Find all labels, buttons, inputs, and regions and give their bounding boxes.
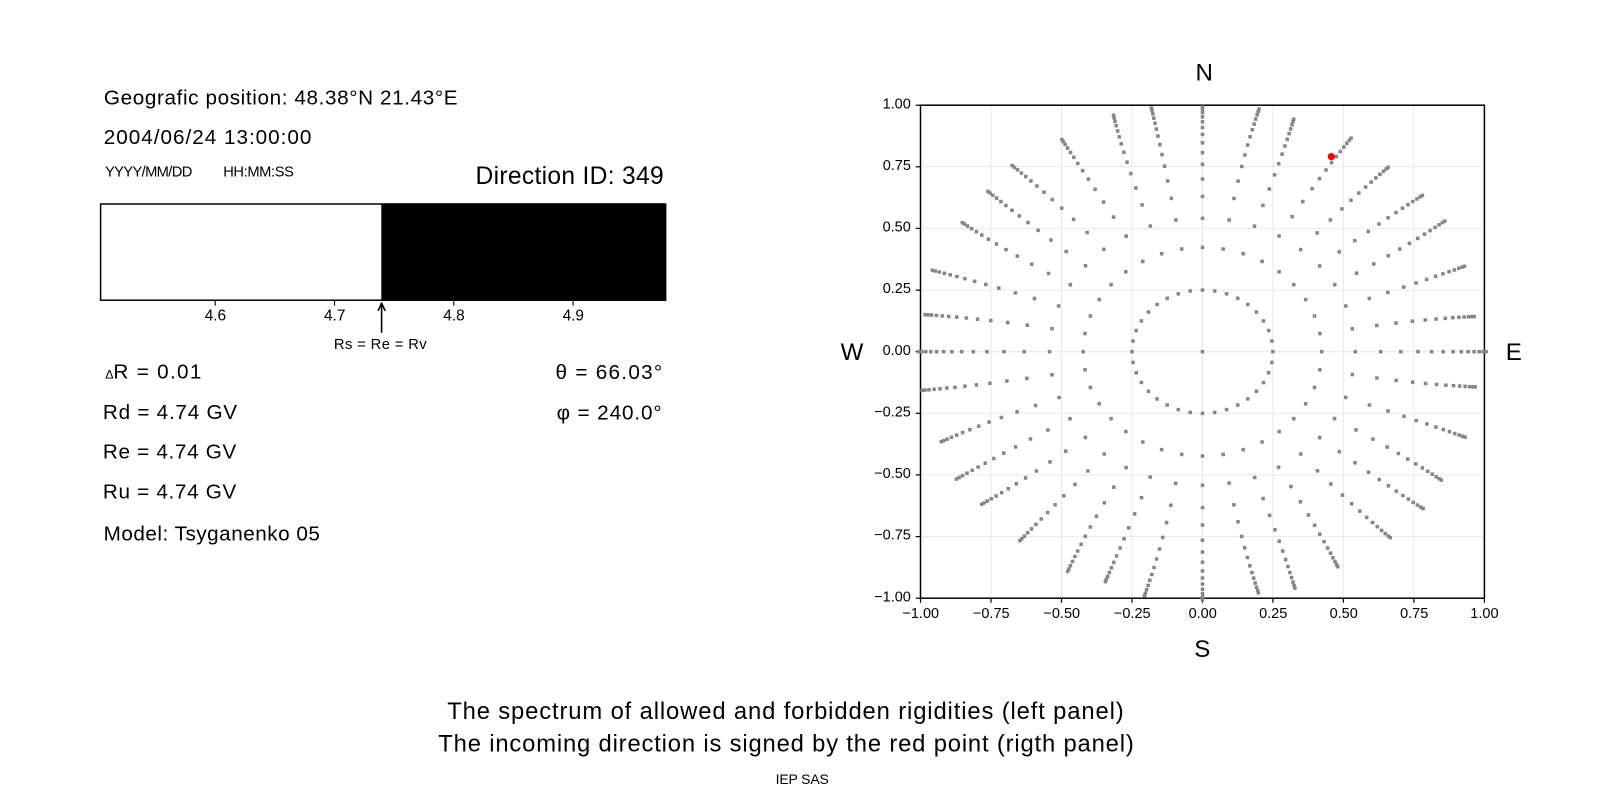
- svg-text:Direction ID: 349: Direction ID: 349: [476, 163, 664, 190]
- svg-text:4.6: 4.6: [205, 307, 226, 324]
- svg-text:Model: Tsyganenko 05: Model: Tsyganenko 05: [104, 522, 320, 545]
- svg-text:4.7: 4.7: [324, 307, 345, 324]
- svg-text:Rs = Re = Rv: Rs = Re = Rv: [334, 337, 427, 353]
- svg-text:HH:MM:SS: HH:MM:SS: [223, 165, 294, 181]
- svg-text:0.75: 0.75: [883, 158, 911, 174]
- svg-text:The spectrum of allowed and fo: The spectrum of allowed and forbidden ri…: [447, 698, 1124, 725]
- svg-text:1.00: 1.00: [883, 96, 911, 112]
- svg-text:−0.25: −0.25: [874, 404, 911, 420]
- svg-text:4.8: 4.8: [443, 307, 464, 324]
- svg-text:The incoming direction is sign: The incoming direction is signed by the …: [438, 730, 1133, 757]
- svg-text:0.50: 0.50: [1330, 606, 1358, 622]
- svg-text:0.50: 0.50: [883, 220, 911, 236]
- svg-text:0.25: 0.25: [883, 281, 911, 297]
- svg-text:φ = 240.0°: φ = 240.0°: [557, 402, 662, 425]
- svg-text:2004/06/24 13:00:00: 2004/06/24 13:00:00: [104, 126, 312, 149]
- svg-text:1.00: 1.00: [1470, 606, 1498, 622]
- svg-text:Rd = 4.74 GV: Rd = 4.74 GV: [103, 401, 237, 424]
- svg-text:−0.75: −0.75: [874, 528, 911, 544]
- svg-text:θ = 66.03°: θ = 66.03°: [556, 361, 663, 384]
- svg-text:4.9: 4.9: [563, 307, 584, 324]
- svg-text:S: S: [1194, 636, 1210, 663]
- svg-text:Δ: Δ: [105, 368, 113, 382]
- svg-text:−0.50: −0.50: [874, 466, 911, 482]
- svg-text:0.75: 0.75: [1400, 606, 1428, 622]
- svg-text:−0.25: −0.25: [1114, 606, 1151, 622]
- svg-text:0.00: 0.00: [1189, 606, 1217, 622]
- svg-text:R = 0.01: R = 0.01: [113, 361, 201, 384]
- svg-text:0.00: 0.00: [883, 343, 911, 359]
- svg-text:IEP SAS: IEP SAS: [776, 771, 829, 787]
- svg-text:−0.75: −0.75: [973, 606, 1010, 622]
- svg-text:0.25: 0.25: [1259, 606, 1287, 622]
- svg-text:YYYY/MM/DD: YYYY/MM/DD: [105, 165, 192, 181]
- svg-text:Ru = 4.74 GV: Ru = 4.74 GV: [103, 481, 237, 504]
- svg-text:−1.00: −1.00: [902, 606, 939, 622]
- svg-text:N: N: [1196, 59, 1213, 86]
- svg-text:W: W: [841, 339, 864, 366]
- svg-text:Re = 4.74 GV: Re = 4.74 GV: [103, 441, 237, 464]
- svg-text:−1.00: −1.00: [874, 589, 911, 605]
- svg-text:−0.50: −0.50: [1043, 606, 1080, 622]
- svg-text:E: E: [1506, 339, 1522, 366]
- svg-text:Geografic position: 48.38°N 21: Geografic position: 48.38°N 21.43°E: [104, 87, 458, 110]
